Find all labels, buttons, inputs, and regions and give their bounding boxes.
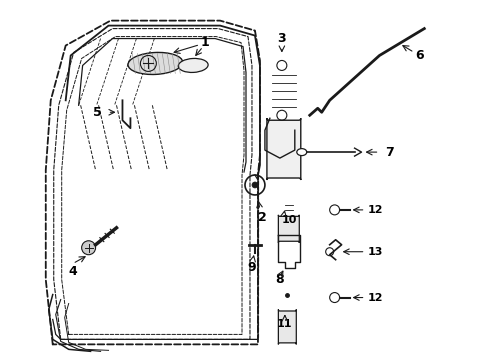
Ellipse shape: [178, 58, 208, 72]
Text: 1: 1: [201, 36, 209, 49]
Ellipse shape: [128, 53, 183, 75]
Text: 5: 5: [93, 106, 102, 119]
Circle shape: [81, 241, 95, 255]
Text: 12: 12: [367, 293, 382, 302]
Text: 9: 9: [247, 261, 256, 274]
Text: 10: 10: [282, 215, 297, 225]
Text: 8: 8: [275, 273, 284, 286]
Text: 12: 12: [367, 205, 382, 215]
Text: 7: 7: [384, 145, 393, 159]
Text: 13: 13: [367, 247, 382, 257]
Text: 3: 3: [277, 32, 285, 45]
FancyBboxPatch shape: [278, 310, 296, 345]
Circle shape: [251, 182, 258, 188]
Text: 6: 6: [414, 49, 423, 62]
FancyBboxPatch shape: [266, 118, 300, 180]
Text: 4: 4: [68, 265, 77, 278]
Text: 2: 2: [257, 211, 266, 224]
Ellipse shape: [296, 149, 306, 156]
Text: 11: 11: [277, 319, 292, 329]
FancyBboxPatch shape: [278, 215, 299, 243]
